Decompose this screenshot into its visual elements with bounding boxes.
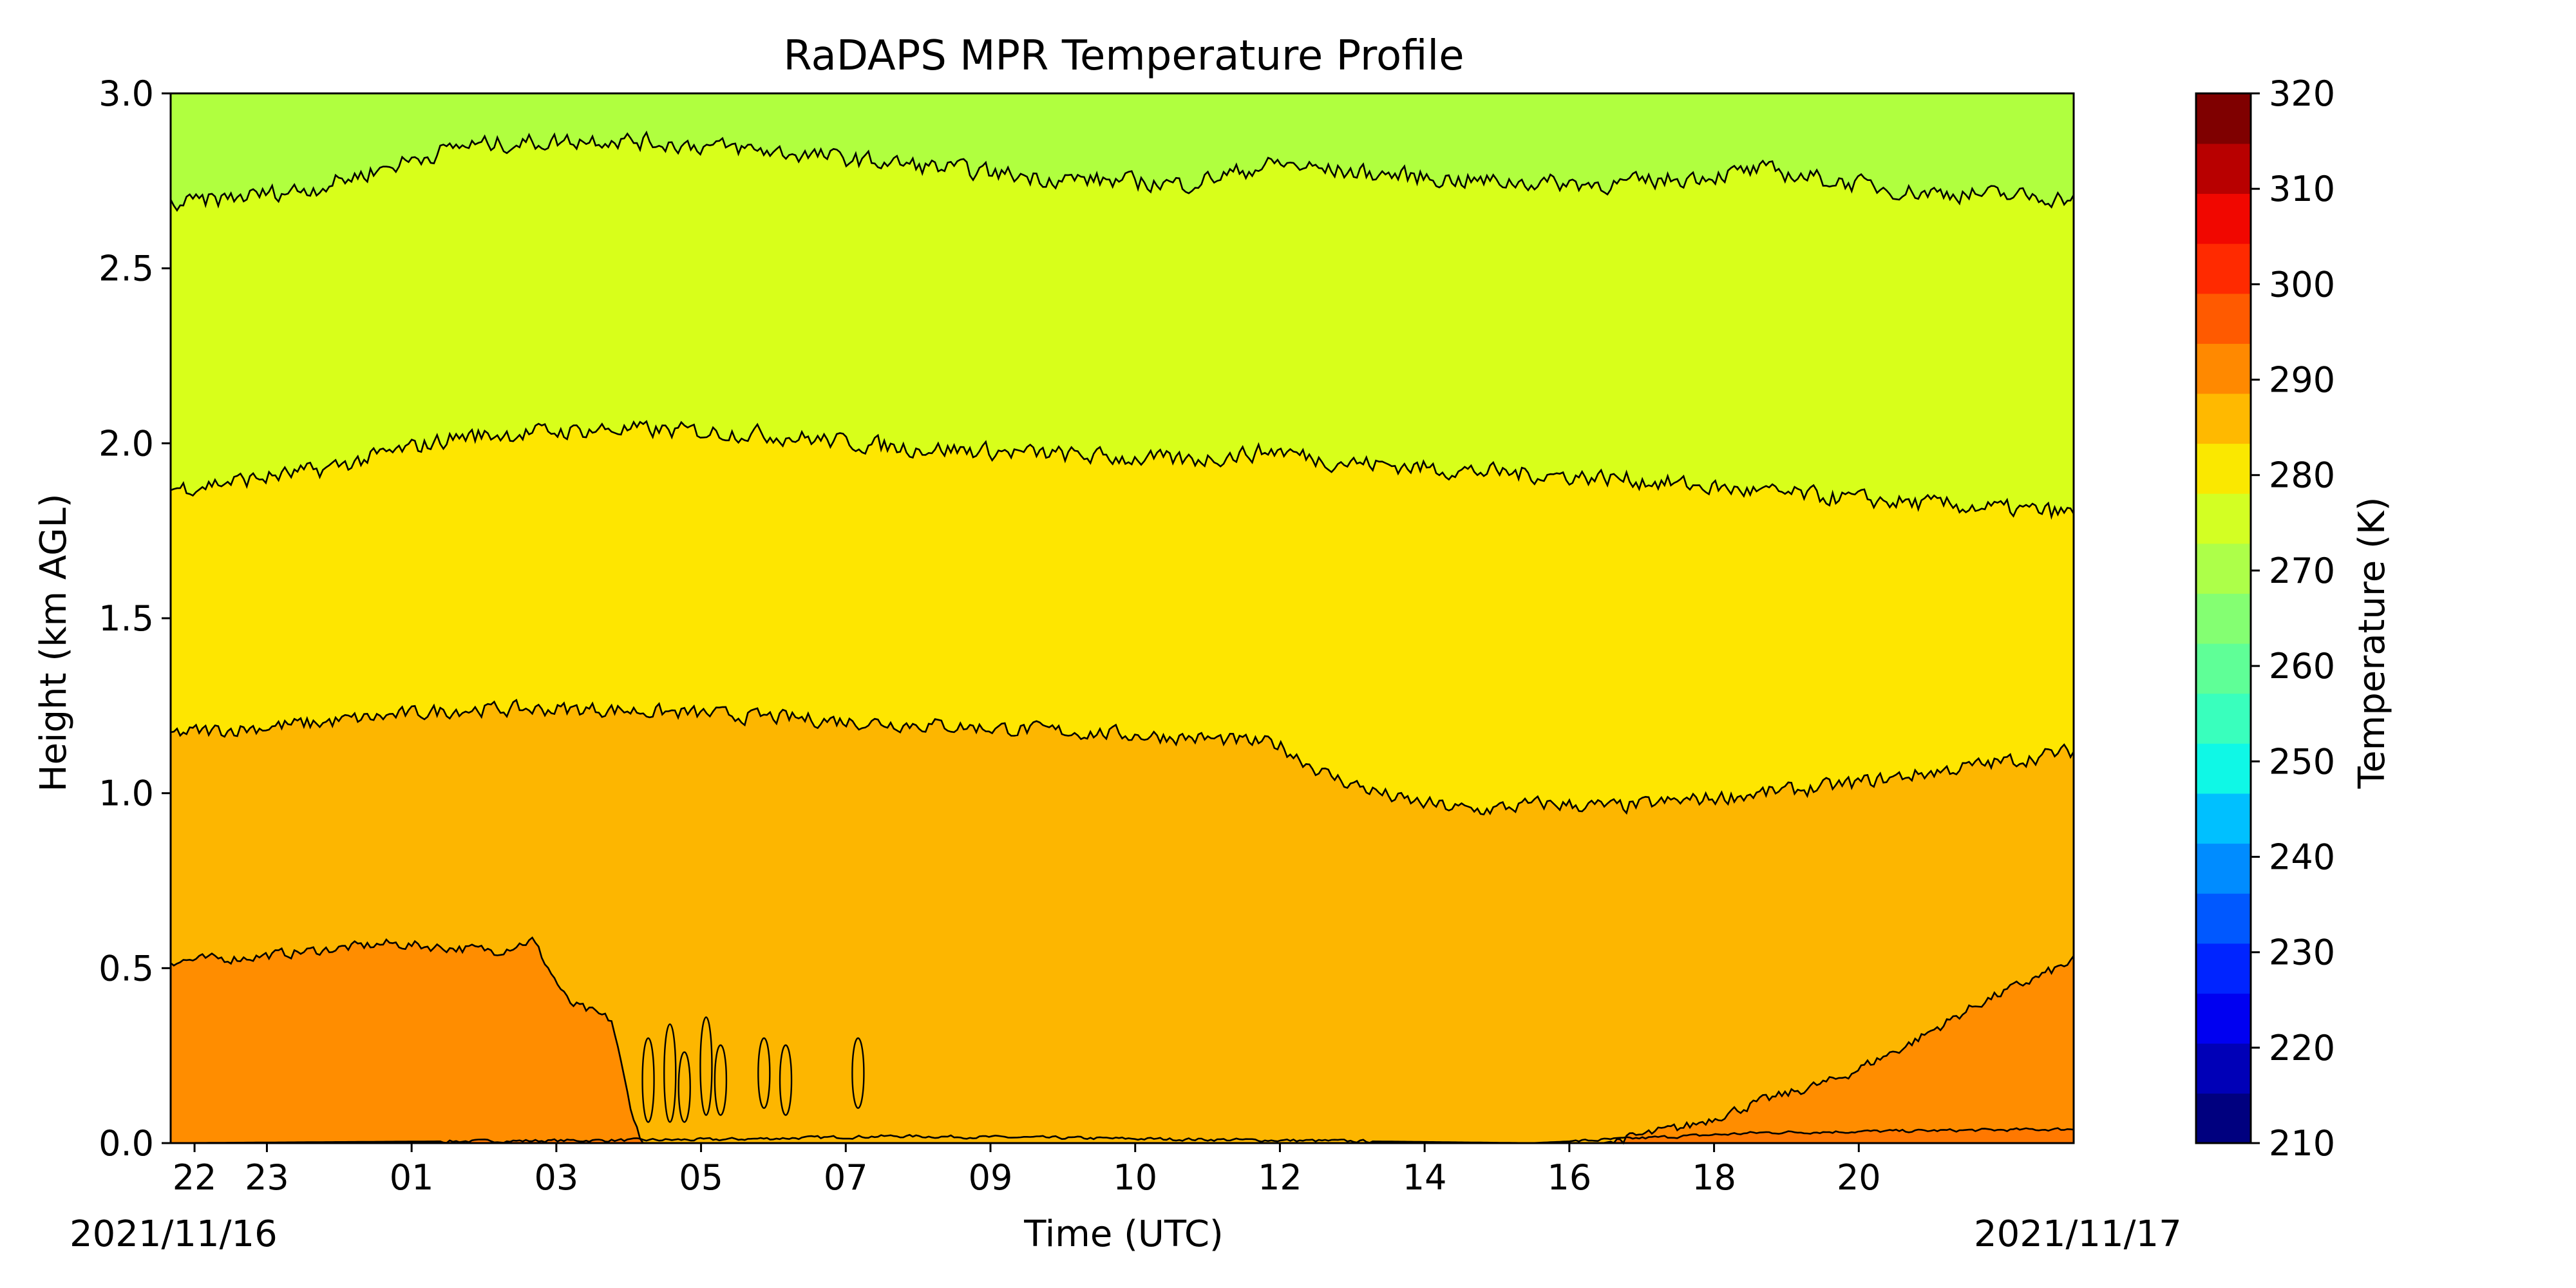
contour-band-275-280 — [171, 93, 2074, 517]
x-tick-label: 12 — [1258, 1157, 1302, 1198]
y-tick-label: 1.0 — [99, 773, 154, 814]
colorbar-tick-label: 210 — [2269, 1123, 2335, 1164]
y-tick-label: 0.0 — [99, 1123, 154, 1164]
colorbar-segment — [2196, 193, 2251, 244]
x-tick-label: 01 — [390, 1157, 434, 1198]
colorbar-segment — [2196, 443, 2251, 494]
colorbar-tick-label: 230 — [2269, 933, 2335, 973]
colorbar-segment — [2196, 743, 2251, 794]
x-tick-label: 20 — [1837, 1157, 1881, 1198]
colorbar-segment — [2196, 393, 2251, 444]
y-axis-label: Height (km AGL) — [33, 493, 75, 791]
colorbar-segment — [2196, 493, 2251, 544]
colorbar-segment — [2196, 993, 2251, 1044]
colorbar-segment — [2196, 593, 2251, 644]
contour-artifact — [757, 1037, 771, 1109]
y-tick-label: 3.0 — [99, 73, 154, 114]
colorbar-segment — [2196, 243, 2251, 294]
y-tick-label: 2.5 — [99, 249, 154, 289]
colorbar: 210 220 230 240 250 260 270 280 290 300 310 320 — [2195, 73, 2335, 1164]
x-tick-label: 14 — [1403, 1157, 1447, 1198]
colorbar-segment — [2196, 143, 2251, 194]
chart-title: RaDAPS MPR Temperature Profile — [783, 32, 1464, 80]
contour-line-285-280 — [170, 698, 2075, 816]
x-tick-label: 10 — [1113, 1157, 1157, 1198]
contour-artifact — [699, 1016, 713, 1116]
x-axis-label: Time (UTC) — [1023, 1213, 1224, 1255]
date-end-label: 2021/11/17 — [1974, 1213, 2182, 1255]
colorbar-tick-label: 250 — [2269, 741, 2335, 782]
colorbar-label: Temperature (K) — [2351, 497, 2393, 790]
colorbar-segment — [2196, 943, 2251, 994]
y-tick-label: 0.5 — [99, 948, 154, 989]
contour-line-295-290 — [171, 1127, 2074, 1144]
x-axis: 22 23 01 03 05 07 09 10 12 14 16 18 20 — [173, 1143, 1881, 1198]
contour-artifact — [851, 1037, 865, 1109]
contour-line-275-270 — [169, 130, 2075, 212]
x-tick-label: 07 — [824, 1157, 868, 1198]
colorbar-frame — [2195, 92, 2252, 1144]
colorbar-tick-label: 270 — [2269, 551, 2335, 591]
colorbar-tick-label: 280 — [2269, 455, 2335, 496]
colorbar-segment — [2196, 793, 2251, 844]
x-tick-label: 05 — [679, 1157, 723, 1198]
colorbar-segment — [2196, 893, 2251, 944]
colorbar-tick-label: 290 — [2269, 360, 2335, 401]
contour-artifact — [714, 1044, 728, 1116]
colorbar-tick-label: 240 — [2269, 837, 2335, 877]
colorbar-segment — [2196, 293, 2251, 344]
x-tick-label: 18 — [1692, 1157, 1736, 1198]
y-axis: 0.0 0.5 1.0 1.5 2.0 2.5 3.0 — [99, 73, 171, 1164]
x-tick-label: 03 — [535, 1157, 579, 1198]
colorbar-tick-label: 310 — [2269, 169, 2335, 209]
colorbar-tick-label: 320 — [2269, 73, 2335, 114]
x-tick-label: 22 — [173, 1157, 217, 1198]
date-start-label: 2021/11/16 — [70, 1213, 278, 1255]
contour-artifact — [779, 1044, 793, 1116]
colorbar-segment — [2196, 843, 2251, 894]
colorbar-segment — [2196, 643, 2251, 694]
colorbar-segment — [2196, 543, 2251, 594]
contour-artifact — [641, 1037, 655, 1123]
colorbar-segment — [2196, 343, 2251, 394]
colorbar-tick-label: 260 — [2269, 646, 2335, 687]
colorbar-segment — [2196, 1093, 2251, 1144]
colorbar-segment — [2196, 93, 2251, 144]
contour-artifact — [677, 1051, 691, 1123]
plot-area — [169, 92, 2075, 1145]
y-tick-label: 1.5 — [99, 598, 154, 639]
colorbar-tick-label: 220 — [2269, 1028, 2335, 1068]
x-tick-label: 09 — [969, 1157, 1013, 1198]
contour-artifact — [663, 1023, 677, 1123]
colorbar-tick-label: 300 — [2269, 264, 2335, 305]
contour-band-270-275 — [171, 93, 2074, 211]
colorbar-segment — [2196, 693, 2251, 744]
contour-line-280-275 — [170, 420, 2075, 520]
x-tick-label: 16 — [1548, 1157, 1592, 1198]
x-tick-label: 23 — [245, 1157, 289, 1198]
y-tick-label: 2.0 — [99, 423, 154, 464]
colorbar-segment — [2196, 1043, 2251, 1094]
